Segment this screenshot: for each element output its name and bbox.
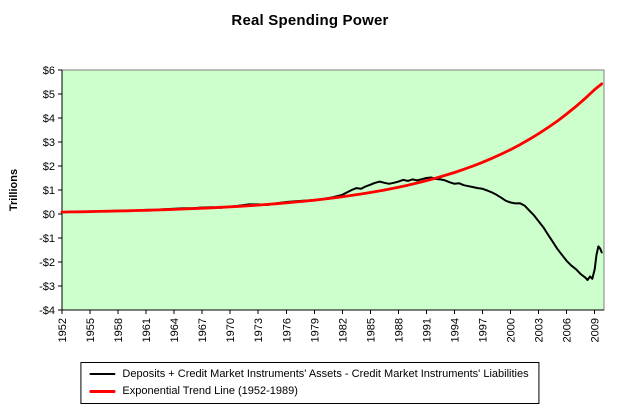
x-tick-label: 1991 [421, 318, 433, 342]
x-tick-label: 1967 [197, 318, 209, 342]
legend-label-trend: Exponential Trend Line (1952-1989) [122, 385, 298, 397]
x-tick-label: 2006 [562, 318, 574, 342]
y-tick-label: $5 [43, 89, 55, 101]
y-tick-label: -$1 [39, 233, 55, 245]
x-tick-label: 1982 [337, 318, 349, 342]
x-tick-label: 1961 [141, 318, 153, 342]
x-tick-label: 2000 [506, 318, 518, 342]
x-tick-label: 1973 [253, 318, 265, 342]
y-tick-label: -$3 [39, 281, 55, 293]
legend-line-swatch-red [89, 389, 116, 393]
x-tick-label: 1958 [113, 318, 125, 342]
y-tick-label: $0 [43, 209, 55, 221]
x-tick-label: 1997 [478, 318, 490, 342]
y-tick-label: $3 [43, 137, 55, 149]
y-axis-title: Trillions [8, 169, 20, 211]
x-tick-label: 1985 [365, 318, 377, 342]
y-tick-label: $2 [43, 161, 55, 173]
chart-title: Real Spending Power [231, 12, 389, 29]
y-tick-label: $1 [43, 185, 55, 197]
legend-line-swatch-black [89, 373, 116, 375]
x-tick-label: 1976 [281, 318, 293, 342]
y-tick-label: $4 [43, 113, 55, 125]
legend-label-deposits: Deposits + Credit Market Instruments' As… [122, 368, 529, 380]
x-tick-label: 1964 [169, 318, 181, 342]
x-tick-label: 1970 [225, 318, 237, 342]
legend-item-trend: Exponential Trend Line (1952-1989) [89, 384, 528, 398]
plot-area [61, 69, 605, 311]
exponential-trend-line [60, 82, 604, 214]
x-tick-label: 2003 [534, 318, 546, 342]
x-tick-label: 1994 [449, 318, 461, 342]
legend: Deposits + Credit Market Instruments' As… [80, 362, 540, 404]
y-tick-label: $6 [43, 65, 55, 77]
x-tick-label: 1955 [85, 318, 97, 342]
x-tick-label: 1988 [393, 318, 405, 342]
y-tick-label: -$2 [39, 257, 55, 269]
x-tick-label: 1979 [309, 318, 321, 342]
y-tick-label: -$4 [39, 305, 55, 317]
legend-item-deposits: Deposits + Credit Market Instruments' As… [89, 367, 529, 381]
x-tick-label: 2009 [590, 318, 602, 342]
x-tick-label: 1952 [57, 318, 69, 342]
